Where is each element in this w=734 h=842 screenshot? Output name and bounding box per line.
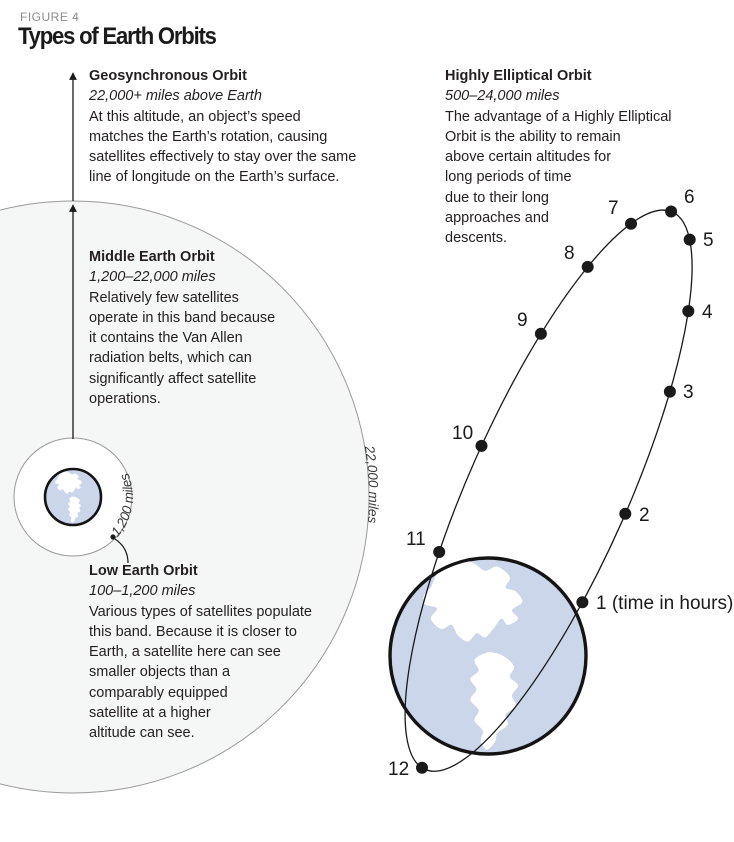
svg-text:12: 12 xyxy=(388,759,409,780)
svg-text:1 (time in hours): 1 (time in hours) xyxy=(596,593,733,614)
svg-text:11: 11 xyxy=(406,529,426,550)
svg-text:2: 2 xyxy=(639,505,650,526)
svg-text:4: 4 xyxy=(702,302,713,323)
svg-text:9: 9 xyxy=(517,310,528,331)
svg-text:3: 3 xyxy=(683,382,694,403)
svg-text:10: 10 xyxy=(452,423,473,444)
